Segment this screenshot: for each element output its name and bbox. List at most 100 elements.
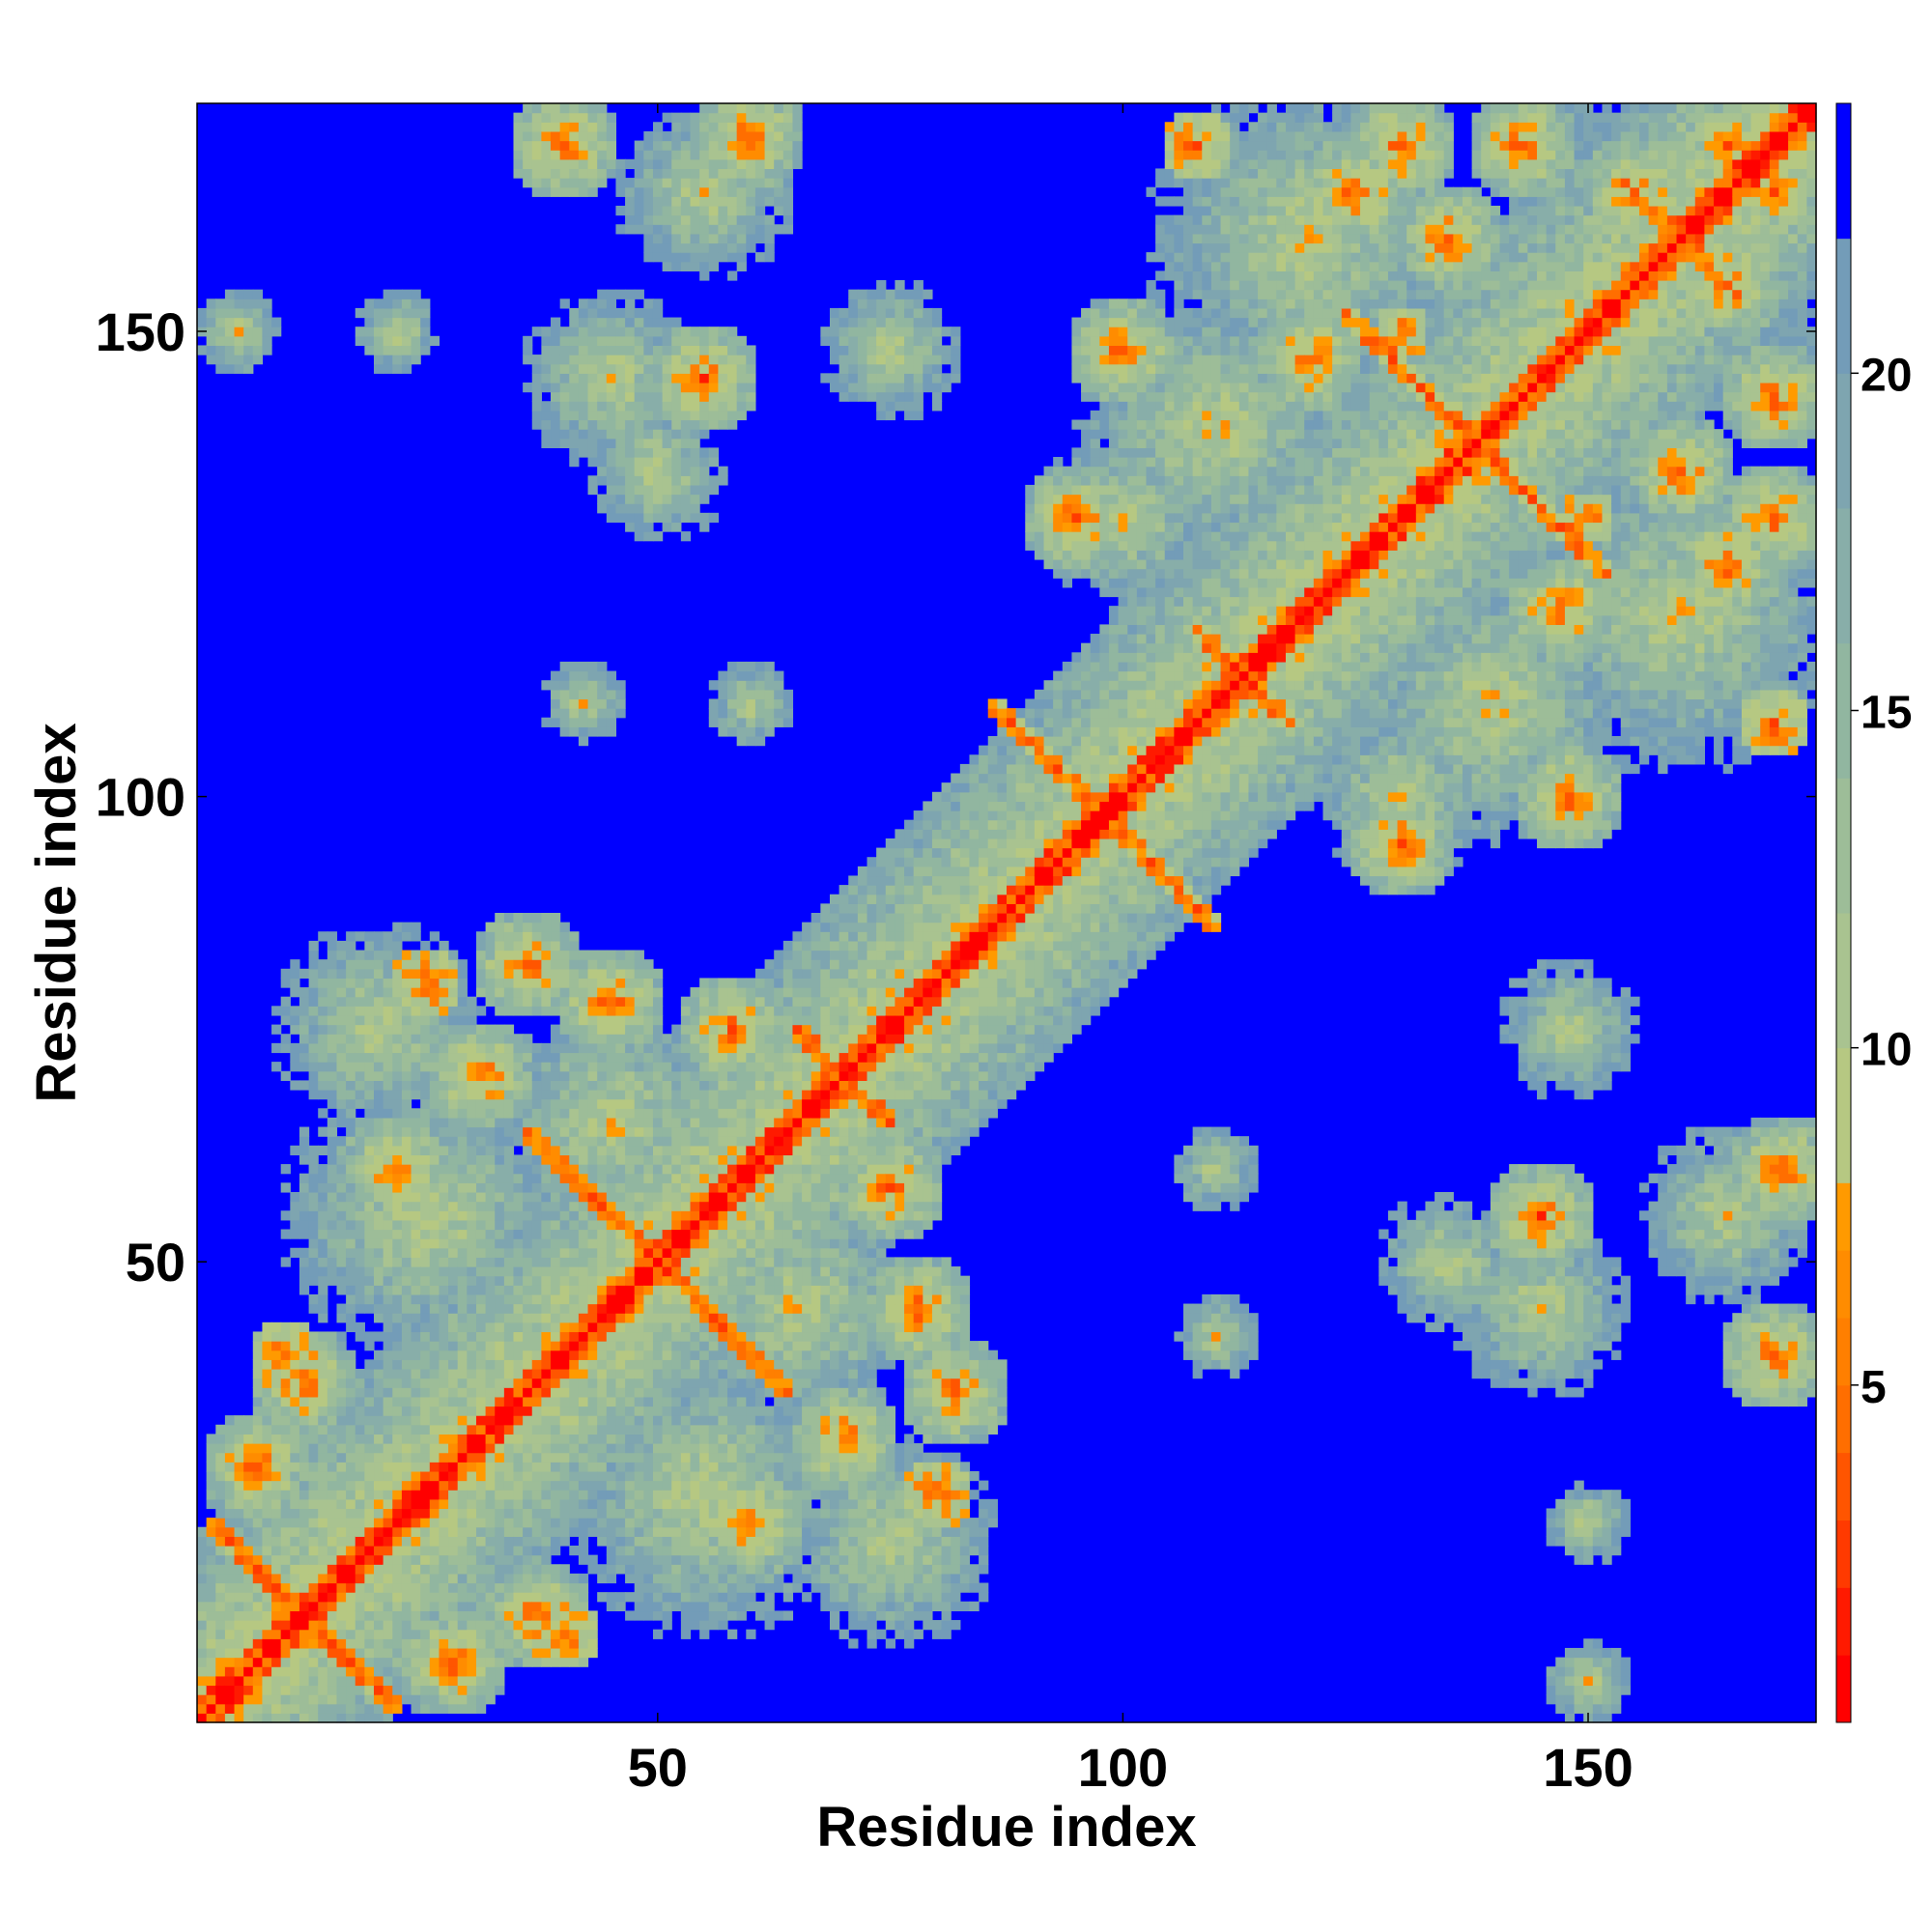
heatmap-cell [475, 1173, 487, 1183]
heatmap-cell [392, 1080, 403, 1091]
heatmap-cell [559, 1462, 570, 1472]
heatmap-cell [559, 345, 570, 355]
heatmap-cell [374, 1582, 384, 1593]
heatmap-cell [727, 224, 738, 235]
heatmap-cell [252, 317, 264, 327]
heatmap-cell [374, 1201, 384, 1211]
heatmap-cell [699, 1024, 710, 1035]
heatmap-cell [355, 1462, 365, 1472]
heatmap-cell [662, 196, 672, 207]
heatmap-cell [578, 1620, 589, 1631]
heatmap-cell [298, 1434, 310, 1444]
heatmap-cell [625, 1052, 636, 1063]
heatmap-cell [327, 1136, 338, 1147]
heatmap-cell [467, 1573, 477, 1584]
heatmap-cell [411, 1434, 421, 1444]
heatmap-cell [308, 1675, 319, 1687]
heatmap-cell [634, 522, 644, 532]
heatmap-cell [690, 996, 700, 1007]
heatmap-cell [541, 1201, 552, 1211]
heatmap-cell [206, 1638, 216, 1649]
heatmap-cell [411, 1666, 421, 1677]
heatmap-cell [587, 1062, 598, 1072]
heatmap-cell [606, 419, 617, 430]
heatmap-cell [503, 1387, 515, 1398]
heatmap-cell [401, 1201, 412, 1211]
heatmap-cell [374, 1508, 384, 1519]
heatmap-cell [606, 512, 617, 524]
heatmap-cell [727, 1554, 738, 1565]
heatmap-cell [411, 959, 421, 970]
heatmap-cell [718, 373, 728, 384]
heatmap-cell [569, 401, 580, 412]
heatmap-cell [578, 689, 589, 700]
heatmap-cell [597, 122, 608, 132]
heatmap-cell [606, 1090, 617, 1100]
heatmap-cell [634, 1303, 644, 1314]
heatmap-cell [308, 1620, 319, 1631]
heatmap-cell [513, 1098, 524, 1109]
heatmap-cell [708, 987, 719, 998]
heatmap-cell [699, 1601, 710, 1612]
heatmap-cell [662, 382, 672, 393]
heatmap-cell [615, 1387, 626, 1398]
heatmap-cell [429, 1470, 440, 1482]
heatmap-cell [541, 1191, 552, 1203]
heatmap-cell [680, 1117, 692, 1128]
heatmap-cell [252, 1443, 264, 1454]
heatmap-cell [280, 1415, 291, 1426]
heatmap-cell [551, 373, 561, 384]
heatmap-cell [271, 1498, 282, 1510]
heatmap-cell [551, 317, 561, 327]
heatmap-cell [197, 1592, 208, 1603]
heatmap-cell [411, 1070, 421, 1081]
heatmap-cell [271, 1601, 282, 1612]
heatmap-cell [551, 1321, 561, 1333]
heatmap-cell [606, 1368, 617, 1379]
heatmap-cell [411, 1498, 421, 1510]
heatmap-cell [615, 708, 626, 719]
heatmap-cell [346, 1601, 356, 1612]
heatmap-cell [439, 1462, 449, 1472]
heatmap-cell [429, 1173, 440, 1183]
heatmap-cell [513, 950, 524, 960]
heatmap-cell [290, 1350, 300, 1360]
heatmap-cell [206, 1713, 216, 1723]
heatmap-cell [643, 1443, 654, 1454]
heatmap-cell [597, 1062, 608, 1072]
heatmap-cell [401, 298, 412, 309]
heatmap-cell [625, 1526, 636, 1537]
heatmap-cell [718, 1182, 728, 1193]
heatmap-cell [541, 158, 552, 170]
heatmap-cell [374, 1293, 384, 1305]
heatmap-cell [448, 1415, 459, 1426]
heatmap-cell [308, 1062, 319, 1072]
heatmap-cell [280, 1647, 291, 1659]
heatmap-cell [708, 158, 719, 170]
heatmap-cell [680, 1042, 692, 1054]
heatmap-cell [401, 1126, 412, 1137]
heatmap-cell [513, 1452, 524, 1463]
heatmap-cell [383, 1285, 393, 1295]
heatmap-cell [718, 1154, 728, 1165]
heatmap-cell [271, 1387, 282, 1398]
heatmap-cell [615, 475, 626, 486]
heatmap-cell [652, 1490, 664, 1500]
heatmap-cell [699, 1470, 710, 1482]
heatmap-cell [467, 1275, 477, 1286]
heatmap-cell [215, 1554, 226, 1565]
heatmap-cell [736, 1582, 747, 1593]
heatmap-cell [671, 1052, 682, 1063]
heatmap-cell [234, 345, 244, 355]
heatmap-cell [401, 1341, 412, 1351]
heatmap-cell [383, 1470, 393, 1482]
heatmap-cell [652, 382, 664, 393]
heatmap-cell [634, 512, 644, 524]
heatmap-cell [718, 996, 728, 1007]
heatmap-cell [551, 1145, 561, 1156]
heatmap-cell [680, 112, 692, 123]
heatmap-cell [699, 130, 710, 142]
heatmap-cell [597, 698, 608, 709]
heatmap-cell [420, 1498, 431, 1510]
heatmap-cell [457, 1638, 468, 1649]
